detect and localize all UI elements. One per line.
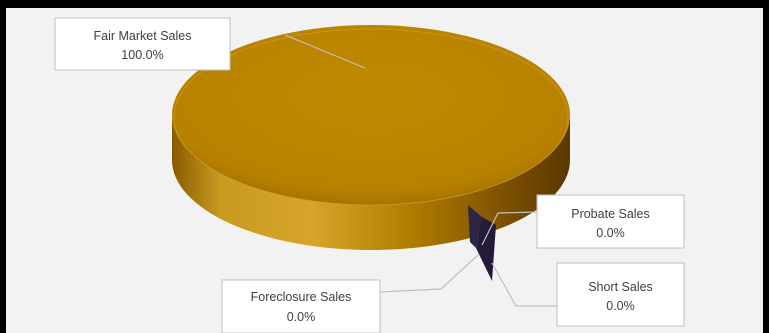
leader-line-probate bbox=[481, 211, 538, 246]
pie-slice-fair-market bbox=[172, 25, 570, 205]
leader-line-short bbox=[491, 262, 557, 307]
pie-rim bbox=[173, 28, 569, 206]
label-box-fair-market bbox=[54, 17, 231, 71]
leader-line-foreclosure bbox=[379, 254, 479, 293]
label-short-value: 0.0% bbox=[606, 299, 635, 313]
label-fair-market-name: Fair Market Sales bbox=[94, 29, 192, 43]
leader-line-fair-market bbox=[284, 34, 366, 69]
label-short-name: Short Sales bbox=[588, 280, 653, 294]
label-fair-market-value: 100.0% bbox=[121, 48, 163, 62]
label-probate-name: Probate Sales bbox=[571, 207, 650, 221]
label-probate-value: 0.0% bbox=[596, 226, 625, 240]
pie-slice-small-side bbox=[476, 217, 496, 281]
label-box-probate bbox=[536, 194, 685, 249]
label-foreclosure-value: 0.0% bbox=[287, 310, 316, 324]
label-foreclosure-name: Foreclosure Sales bbox=[251, 290, 352, 304]
label-box-short bbox=[556, 262, 685, 327]
label-box-foreclosure bbox=[221, 279, 381, 333]
pie-slice-small bbox=[468, 205, 482, 248]
